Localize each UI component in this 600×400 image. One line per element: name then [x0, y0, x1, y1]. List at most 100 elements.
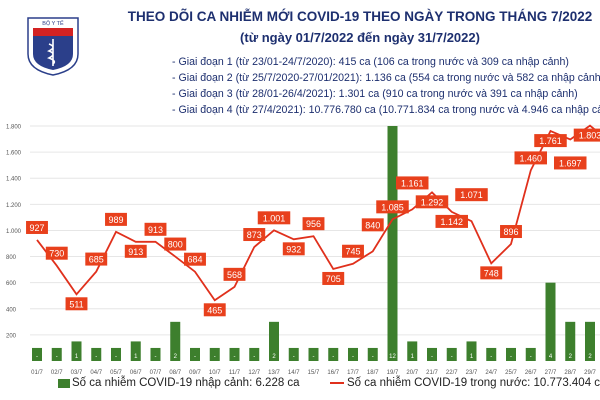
x-tick-label: 28/7 [564, 370, 576, 376]
note-phase-1: - Giai đoạn 1 (từ 23/01-24/7/2020): 415 … [172, 56, 569, 68]
line-data-label: 800 [168, 240, 183, 250]
bar-imported [150, 347, 161, 361]
x-tick-label: 19/7 [387, 370, 399, 376]
line-data-label-box [322, 271, 345, 285]
bar-imported [466, 341, 477, 361]
line-data-label-box [223, 267, 246, 281]
line-data-label-box [396, 176, 429, 190]
line-data-label-box [282, 242, 305, 256]
line-data-label: 685 [89, 255, 104, 265]
line-data-label: 1.761 [539, 136, 562, 146]
bar-imported [111, 347, 121, 361]
x-tick-label: 16/7 [327, 370, 339, 376]
line-data-label: 1.803 [579, 131, 600, 141]
bar-data-label: - [95, 354, 97, 360]
bar-data-label: 4 [549, 354, 553, 360]
chart-title: THEO DÕI CA NHIỄM MỚI COVID-19 THEO NGÀY… [127, 9, 593, 24]
x-tick-label: 24/7 [485, 370, 497, 376]
bar-imported [348, 347, 358, 361]
line-data-label: 1.001 [263, 213, 286, 223]
bar-imported [446, 347, 457, 361]
note-phase-2: - Giai đoạn 2 (từ 25/7/2020-27/01/2021):… [172, 72, 600, 84]
x-tick-label: 29/7 [584, 370, 596, 376]
bar-data-label: - [510, 354, 512, 360]
x-tick-label: 07/7 [150, 370, 162, 376]
bar-data-label: - [253, 354, 255, 360]
x-tick-label: 04/7 [90, 370, 102, 376]
legend-bar-swatch [58, 378, 70, 388]
x-tick-label: 18/7 [367, 370, 379, 376]
legend-domestic-label: Số ca nhiễm COVID-19 trong nước: 10.773.… [347, 377, 600, 389]
line-data-label-box [435, 214, 468, 228]
bar-imported [387, 126, 398, 361]
line-data-label: 1.071 [460, 190, 483, 200]
line-data-label: 913 [128, 247, 143, 257]
bar-imported [525, 347, 536, 361]
line-data-label-box [500, 225, 522, 239]
y-tick-label: 1.200 [6, 203, 22, 209]
line-data-label-box [480, 266, 503, 280]
svg-text:BỘ Y TẾ: BỘ Y TẾ [42, 20, 64, 27]
bar-imported [328, 347, 339, 361]
bar-data-label: - [234, 354, 236, 360]
line-data-label: 956 [306, 219, 321, 229]
x-tick-label: 15/7 [308, 370, 320, 376]
bar-data-label: - [372, 354, 374, 360]
bar-imported [32, 347, 42, 361]
x-tick-label: 12/7 [248, 370, 260, 376]
bar-data-label: 2 [174, 354, 178, 360]
bar-imported [91, 347, 102, 361]
bar-data-label: - [194, 354, 196, 360]
line-data-label-box [85, 252, 108, 266]
line-data-label-box [184, 252, 206, 266]
line-data-label: 989 [108, 215, 123, 225]
line-data-label: 1.161 [401, 178, 424, 188]
bar-imported [209, 347, 220, 361]
y-tick-label: 1.800 [6, 125, 22, 131]
line-data-label: 932 [286, 244, 301, 254]
line-data-label: 1.460 [519, 153, 542, 163]
bar-data-label: 1 [470, 354, 474, 360]
line-data-label: 705 [326, 274, 341, 284]
bar-imported [427, 347, 437, 361]
line-data-label: 745 [345, 247, 360, 257]
bar-data-label: - [36, 354, 38, 360]
bar-imported [486, 347, 497, 361]
bar-data-label: 2 [588, 354, 592, 360]
bar-imported [288, 347, 299, 361]
x-tick-label: 20/7 [406, 370, 418, 376]
x-tick-label: 03/7 [71, 370, 83, 376]
line-data-label: 730 [49, 249, 64, 259]
line-data-label: 873 [247, 230, 262, 240]
bar-data-label: - [530, 354, 532, 360]
x-tick-label: 26/7 [525, 370, 537, 376]
legend-imported-label: Số ca nhiễm COVID-19 nhập cảnh: 6.228 ca [72, 377, 300, 389]
x-tick-label: 14/7 [288, 370, 300, 376]
line-data-label-box [45, 246, 68, 260]
line-data-label: 1.142 [440, 217, 463, 227]
bar-data-label: 1 [134, 354, 138, 360]
line-data-label-box [376, 200, 409, 214]
bar-imported [545, 282, 556, 361]
line-data-label: 1.292 [421, 197, 444, 207]
line-data-label-box [243, 228, 266, 242]
bar-imported [249, 347, 260, 361]
bar-data-label: 1 [75, 354, 79, 360]
line-data-label: 511 [69, 299, 83, 309]
bar-imported [71, 341, 82, 361]
line-data-label: 465 [207, 305, 222, 315]
x-tick-label: 27/7 [545, 370, 557, 376]
bar-data-label: 12 [389, 354, 396, 360]
x-tick-label: 09/7 [189, 370, 201, 376]
x-tick-label: 01/7 [31, 370, 43, 376]
bar-data-label: - [352, 354, 354, 360]
line-data-label-box [302, 217, 325, 231]
note-phase-3: - Giai đoạn 3 (từ 28/01-26/4/2021): 1.30… [172, 88, 578, 100]
bar-imported [308, 347, 319, 361]
line-data-label-box [65, 297, 88, 311]
line-data-label-box [164, 237, 187, 251]
x-tick-label: 08/7 [169, 370, 181, 376]
x-tick-label: 23/7 [466, 370, 478, 376]
y-tick-label: 800 [6, 255, 17, 261]
